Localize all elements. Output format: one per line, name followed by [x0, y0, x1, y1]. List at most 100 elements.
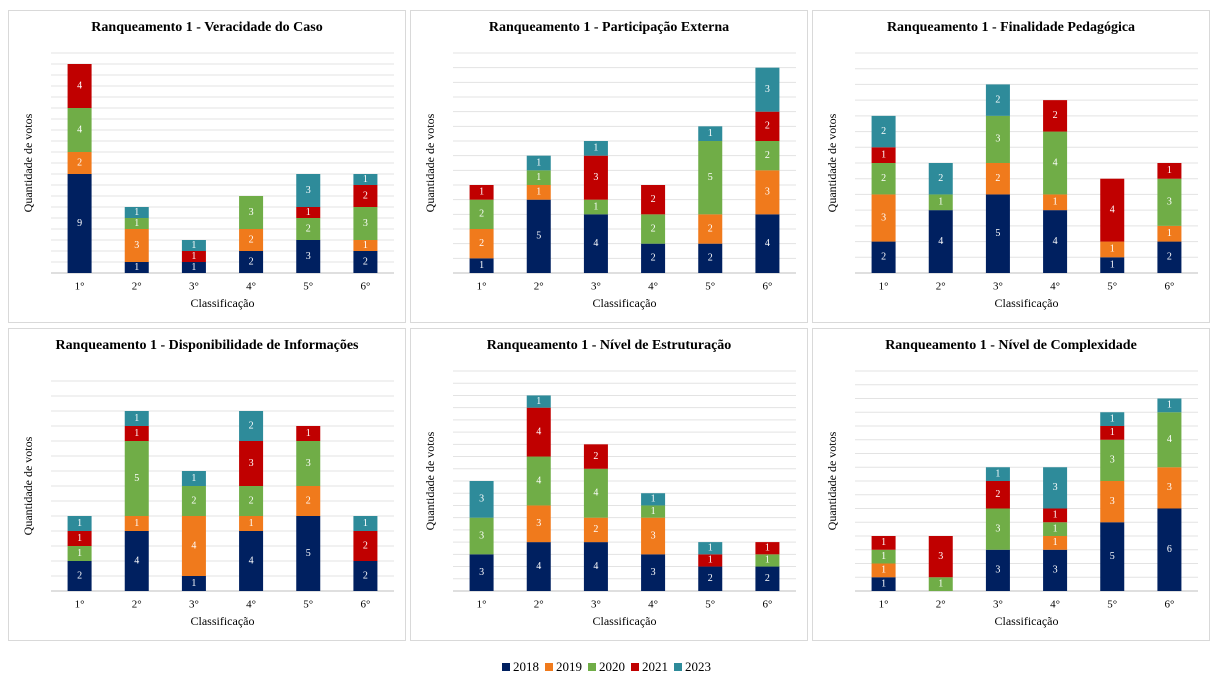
data-label: 3 [536, 518, 541, 529]
data-label: 4 [134, 555, 139, 566]
data-label: 4 [249, 555, 254, 566]
bar-segment [181, 471, 206, 486]
data-label: 2 [363, 570, 368, 581]
bar-segment [353, 251, 378, 273]
x-tick-label: 6° [360, 281, 370, 293]
data-label: 4 [77, 80, 82, 91]
bar-segment [469, 481, 494, 518]
bar-segment [526, 155, 551, 171]
bar-segment [181, 576, 206, 591]
data-label: 2 [363, 256, 368, 267]
bar-segment [871, 163, 896, 195]
chart-title: Ranqueamento 1 - Veracidade do Caso [91, 20, 323, 35]
bar-segment [124, 411, 149, 426]
bar-segment [181, 240, 206, 251]
data-label: 2 [306, 495, 311, 506]
data-label: 4 [938, 236, 943, 247]
data-label: 1 [363, 240, 368, 251]
bar-segment [985, 508, 1010, 550]
bar-segment [124, 516, 149, 531]
data-label: 2 [651, 253, 656, 264]
bar-segment [67, 64, 92, 108]
bar-segment [1043, 522, 1068, 536]
data-label: 9 [77, 218, 82, 229]
data-label: 2 [708, 253, 713, 264]
chart: 1° 2 3 2 1 2 2° 4 1 2 3° 5 2 3 2 4° 4 1 4 2 5° 1 1 4 6° 2 1 3 1 Class… [825, 52, 1198, 310]
data-label: 1 [191, 473, 196, 484]
data-label: 1 [881, 149, 886, 160]
bar-segment [583, 517, 608, 543]
bar-segment [353, 531, 378, 561]
x-tick-label: 3° [189, 599, 199, 611]
bar-segment [296, 441, 321, 486]
bar-segment [755, 170, 780, 215]
data-label: 1 [134, 207, 139, 218]
data-label: 1 [765, 555, 770, 566]
data-label: 3 [479, 494, 484, 505]
data-label: 1 [536, 187, 541, 198]
data-label: 4 [191, 540, 196, 551]
data-label: 1 [479, 187, 484, 198]
legend-label: 2019 [556, 659, 582, 674]
data-label: 1 [306, 428, 311, 439]
bar-segment [1100, 426, 1125, 440]
bar-segment [1157, 241, 1182, 273]
bar-segment [469, 199, 494, 229]
data-label: 3 [1053, 565, 1058, 576]
data-label: 1 [77, 548, 82, 559]
data-label: 1 [1167, 400, 1172, 411]
x-tick-label: 1° [879, 599, 889, 611]
chart-panel: Ranqueamento 1 - Finalidade Pedagógica 1°… [812, 10, 1210, 323]
data-label: 4 [1110, 204, 1115, 215]
bar-segment [871, 194, 896, 242]
legend-label: 2018 [513, 659, 539, 674]
bar-segment [928, 194, 953, 211]
bar-segment [353, 174, 378, 185]
x-tick-label: 6° [360, 599, 370, 611]
data-label: 1 [881, 551, 886, 562]
bar-segment [698, 214, 723, 244]
x-tick-label: 1° [477, 281, 487, 293]
data-label: 1 [191, 262, 196, 273]
bar-segment [1100, 257, 1125, 273]
y-axis-label: Quantidade de votos [423, 113, 437, 212]
bar-segment [641, 243, 666, 273]
x-tick-label: 3° [189, 281, 199, 293]
x-tick-label: 2° [534, 281, 544, 293]
data-label: 1 [995, 468, 1000, 479]
x-tick-label: 2° [936, 599, 946, 611]
data-label: 1 [593, 143, 598, 154]
x-tick-label: 4° [1050, 599, 1060, 611]
bar-segment [755, 566, 780, 591]
x-tick-label: 6° [1164, 599, 1174, 611]
bar-segment [239, 251, 264, 273]
bar-segment [1157, 225, 1182, 242]
chart-panel: Ranqueamento 1 - Nível de Complexidade 1°… [812, 328, 1210, 641]
y-axis-label: Quantidade de votos [825, 113, 839, 212]
data-label: 1 [191, 240, 196, 251]
x-tick-label: 6° [1164, 281, 1174, 293]
data-label: 1 [765, 543, 770, 554]
bar-segment [755, 554, 780, 567]
data-label: 2 [191, 495, 196, 506]
bar-segment [526, 199, 551, 273]
y-axis-label: Quantidade de votos [825, 431, 839, 530]
bar-segment [1157, 163, 1182, 179]
x-tick-label: 2° [534, 599, 544, 611]
data-label: 1 [1053, 197, 1058, 208]
bar-segment [641, 554, 666, 591]
bar-segment [1043, 210, 1068, 273]
bar-segment [1043, 467, 1068, 509]
data-label: 1 [881, 537, 886, 548]
data-label: 1 [938, 578, 943, 589]
bar-segment [928, 577, 953, 591]
data-label: 1 [708, 543, 713, 554]
bar-segment [526, 185, 551, 200]
data-label: 1 [134, 413, 139, 424]
bar-segment [296, 240, 321, 273]
bar-segment [1100, 522, 1125, 591]
data-label: 2 [765, 121, 770, 132]
data-label: 2 [651, 223, 656, 234]
data-label: 3 [938, 551, 943, 562]
